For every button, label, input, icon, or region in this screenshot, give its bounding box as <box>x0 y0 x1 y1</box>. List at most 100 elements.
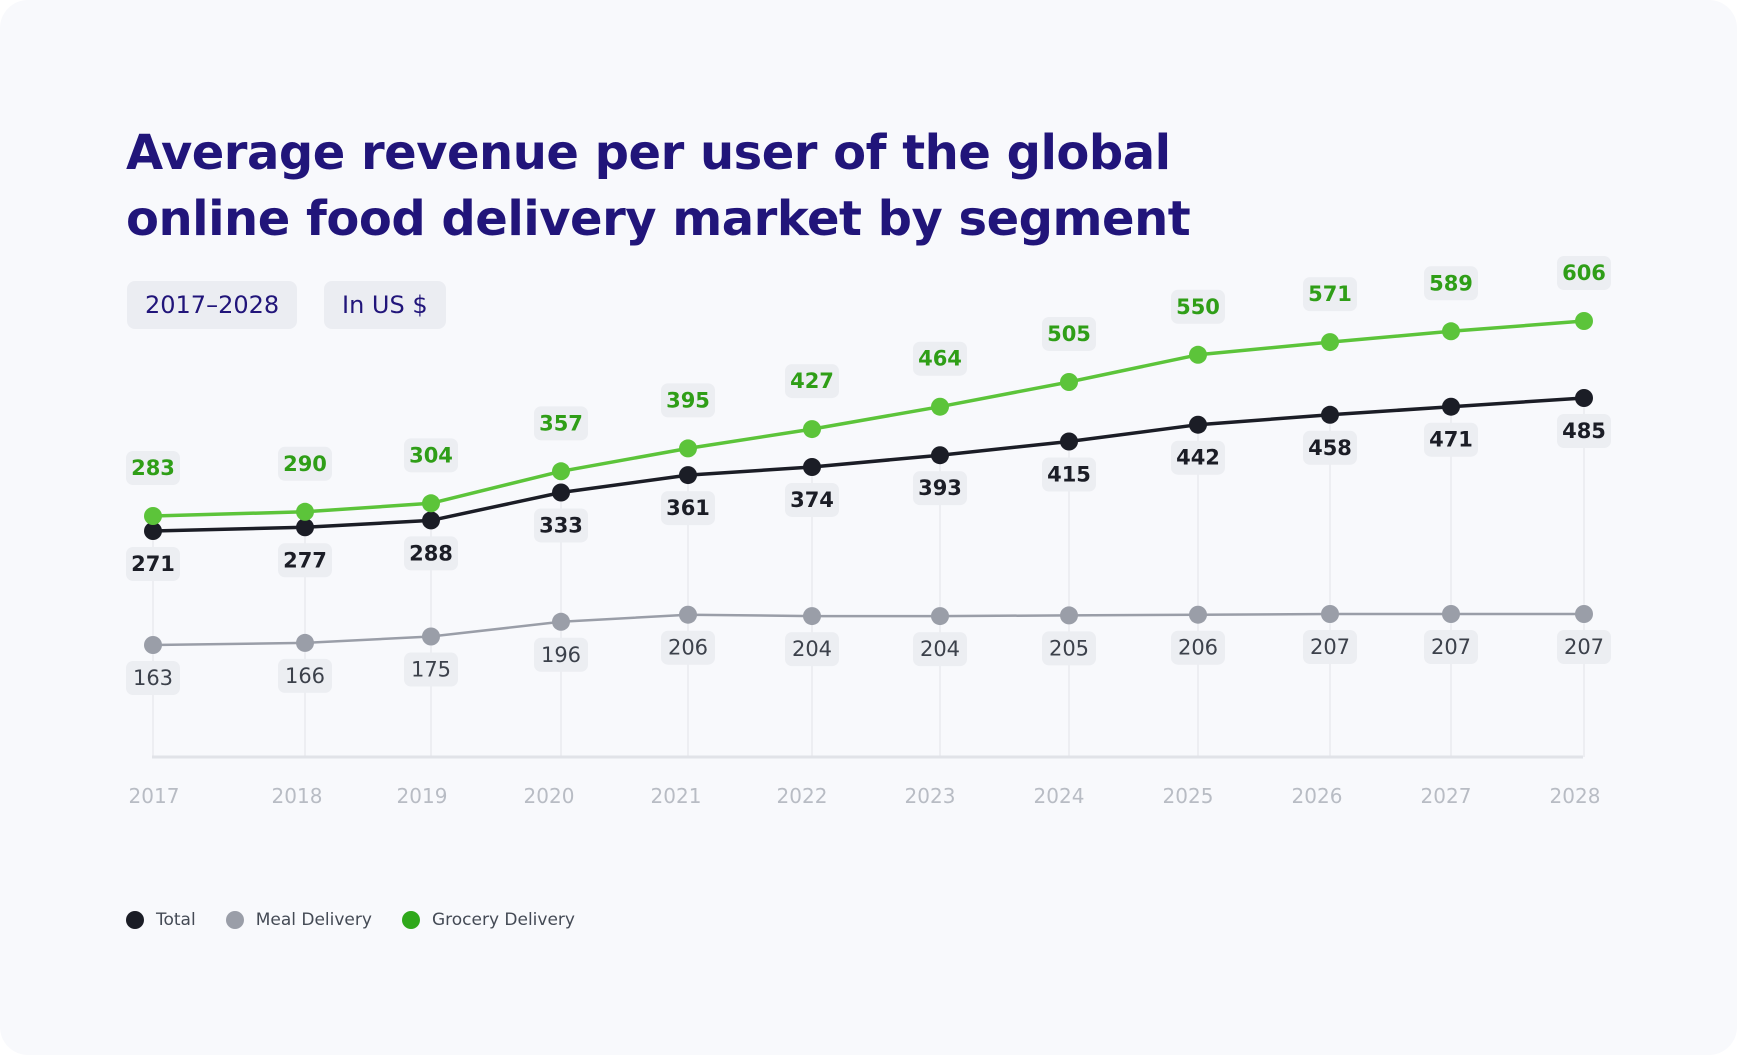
total-data-point <box>296 518 314 537</box>
total-data-label: 361 <box>666 496 710 520</box>
x-tick-label: 2027 <box>1421 784 1472 808</box>
meal-data-label: 204 <box>920 637 960 661</box>
meal-data-point <box>144 636 162 654</box>
total-data-label-bg <box>661 491 715 526</box>
meal-data-point <box>1575 605 1593 623</box>
meal-data-point <box>1321 605 1339 623</box>
meal-data-label-bg <box>1424 630 1478 664</box>
grocery-data-label: 550 <box>1176 295 1220 319</box>
gridlines <box>152 398 1585 757</box>
grocery-data-label-bg <box>126 451 180 485</box>
meal-data-label-bg <box>913 632 967 667</box>
legend-swatch-grocery-delivery <box>401 911 420 929</box>
grocery-data-point <box>679 439 697 458</box>
grocery-data-point <box>1060 373 1078 391</box>
total-data-label-bg <box>1557 414 1611 448</box>
x-tick-label: 2022 <box>777 784 828 808</box>
meal-data-point <box>803 607 821 626</box>
total-data-label: 374 <box>790 488 834 512</box>
meal-data-label: 196 <box>541 643 581 667</box>
meal-data-label: 207 <box>1564 635 1604 659</box>
meal-data-point <box>679 605 697 624</box>
total-data-point <box>931 446 949 465</box>
meal-data-point <box>1442 605 1460 623</box>
grocery-data-label: 606 <box>1562 261 1606 285</box>
x-tick-label: 2021 <box>651 784 702 808</box>
grocery-data-label: 290 <box>283 452 327 476</box>
grocery-data-point <box>296 502 314 521</box>
meal-data-label-bg <box>1171 630 1225 665</box>
grocery-data-point <box>1189 345 1207 364</box>
x-tick-label: 2019 <box>397 784 448 808</box>
grocery-data-point <box>1321 333 1339 352</box>
grocery-data-label: 464 <box>918 347 962 371</box>
total-data-point <box>1060 432 1078 451</box>
total-data-label: 271 <box>131 552 175 576</box>
series-lines <box>152 319 1585 647</box>
meal-data-point <box>552 612 570 631</box>
meal-data-label: 206 <box>668 636 708 660</box>
grocery-data-point <box>931 397 949 416</box>
meal-data-label: 206 <box>1178 636 1218 660</box>
total-data-label: 277 <box>283 548 327 572</box>
grocery-data-label: 283 <box>131 456 175 480</box>
grocery-data-label-bg <box>1424 266 1478 301</box>
total-data-point <box>1575 389 1593 407</box>
legend-item-meal-delivery: Meal Delivery <box>225 910 372 930</box>
meal-data-label-bg <box>404 652 458 687</box>
grocery-data-label: 357 <box>539 411 583 435</box>
meal-series-line <box>152 612 1584 647</box>
grocery-data-label-bg <box>913 341 967 376</box>
total-data-label: 415 <box>1047 463 1091 487</box>
total-data-label: 333 <box>539 513 583 537</box>
grocery-data-point <box>144 507 162 525</box>
total-data-point <box>422 511 440 530</box>
meal-data-point <box>1060 606 1078 625</box>
meal-data-label-bg <box>278 658 332 693</box>
total-data-label-bg <box>1042 457 1096 492</box>
total-data-label: 471 <box>1429 428 1473 452</box>
grocery-data-label-bg <box>534 406 588 441</box>
grocery-data-point <box>803 420 821 439</box>
grocery-data-label-bg <box>661 383 715 418</box>
x-tick-label: 2017 <box>129 784 180 808</box>
meal-data-label-bg <box>1042 631 1096 666</box>
total-data-label: 288 <box>409 541 453 565</box>
grocery-data-point <box>1442 322 1460 341</box>
total-data-label-bg <box>1424 422 1478 457</box>
x-tick-label: 2025 <box>1163 784 1214 808</box>
x-tick-label: 2023 <box>905 784 956 808</box>
total-data-label: 458 <box>1308 436 1352 460</box>
grocery-data-label-bg <box>278 446 332 481</box>
meal-data-label-bg <box>534 637 588 672</box>
x-tick-label: 2028 <box>1550 784 1601 808</box>
meal-data-label-bg <box>785 632 839 667</box>
grocery-data-point <box>1575 312 1593 330</box>
meal-data-label: 205 <box>1049 636 1089 660</box>
meal-data-label: 163 <box>133 666 173 690</box>
total-data-label-bg <box>1303 430 1357 465</box>
x-tick-label: 2024 <box>1034 784 1085 808</box>
total-data-point <box>679 466 697 485</box>
chart-title: Average revenue per user of the global o… <box>126 125 1191 247</box>
total-data-point <box>144 522 162 540</box>
meal-data-label: 204 <box>792 637 832 661</box>
total-data-point <box>1321 405 1339 424</box>
total-data-label-bg <box>278 543 332 578</box>
legend: Total Meal Delivery Grocery Delivery <box>126 910 605 930</box>
x-tick-label: 2026 <box>1292 784 1343 808</box>
grocery-data-label: 304 <box>409 443 453 467</box>
legend-swatch-meal-delivery <box>225 911 244 929</box>
total-data-point <box>1189 415 1207 434</box>
total-data-label: 442 <box>1176 446 1220 470</box>
grocery-series-line <box>152 319 1585 518</box>
meal-data-label: 175 <box>411 658 451 682</box>
grocery-data-label-bg <box>1303 277 1357 312</box>
grocery-data-label: 427 <box>790 369 834 393</box>
grocery-data-label-bg <box>1171 289 1225 324</box>
legend-label-grocery-delivery: Grocery Delivery <box>431 910 575 930</box>
x-tick-label: 2018 <box>272 784 323 808</box>
total-data-label-bg <box>404 536 458 571</box>
total-data-point <box>803 458 821 476</box>
